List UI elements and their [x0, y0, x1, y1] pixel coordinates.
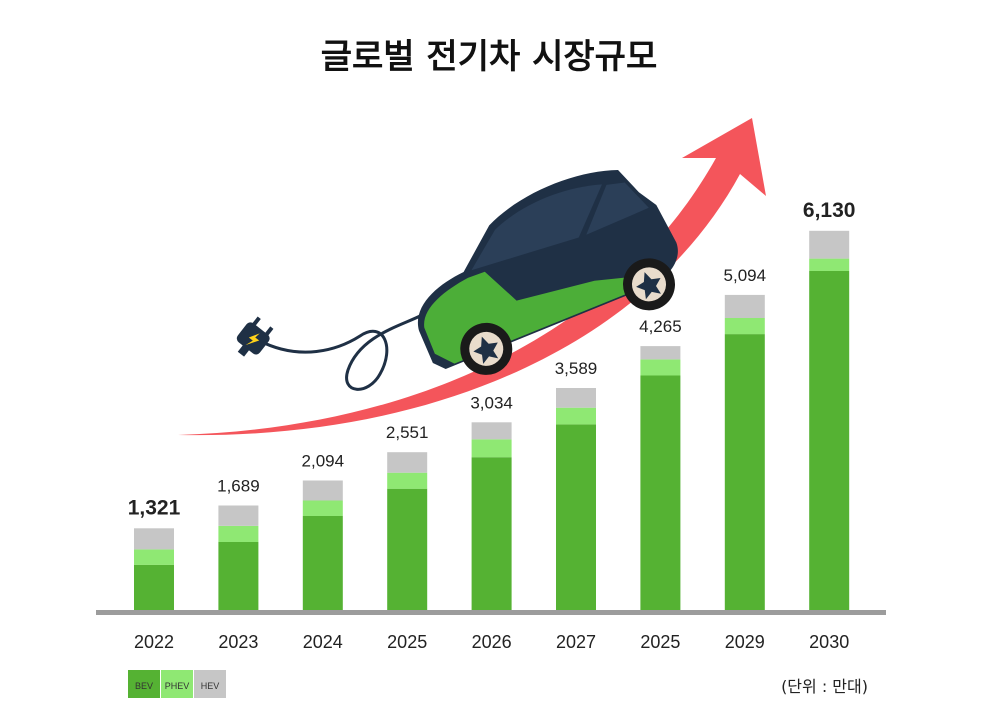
- total-label-6: 4,265: [639, 317, 682, 336]
- bar-bev-3: [387, 488, 428, 610]
- bar-hev-8: [809, 230, 850, 259]
- bar-bev-5: [556, 424, 596, 610]
- legend-label-bev: BEV: [135, 681, 153, 691]
- x-tick-7: 2029: [725, 632, 765, 652]
- x-axis-line: [96, 610, 886, 615]
- bar-hev-1: [218, 505, 259, 526]
- x-tick-3: 2025: [387, 632, 427, 652]
- bar-hev-3: [387, 452, 428, 473]
- total-label-0: 1,321: [128, 496, 181, 519]
- bar-bev-2: [302, 516, 343, 610]
- x-tick-8: 2030: [809, 632, 849, 652]
- value-labels-layer: 1,321 1,689 2,094 2,551 3,034 3,589 4,265 5,094…: [128, 199, 856, 519]
- bar-bev-6: [640, 375, 681, 610]
- total-label-4: 3,034: [470, 393, 513, 412]
- chart-title: 글로벌 전기차 시장규모: [321, 37, 657, 77]
- bar-hev-6: [640, 346, 681, 360]
- total-label-3: 2,551: [386, 423, 429, 442]
- bar-phev-3: [387, 472, 428, 489]
- bar-bev-1: [218, 541, 259, 610]
- total-label-8: 6,130: [803, 199, 856, 222]
- total-label-5: 3,589: [555, 359, 598, 378]
- legend-swatch-bev: [128, 670, 160, 698]
- bar-phev-7: [724, 318, 765, 335]
- total-label-2: 2,094: [302, 452, 345, 471]
- bar-bev-8: [809, 271, 850, 610]
- electric-car-icon: [417, 170, 678, 375]
- plug-icon: [236, 314, 421, 391]
- bar-phev-6: [640, 359, 681, 376]
- legend-label-phev: PHEV: [165, 681, 190, 691]
- bar-phev-2: [302, 500, 343, 516]
- bars-layer: [134, 230, 850, 610]
- bar-hev-2: [302, 480, 343, 501]
- x-tick-6: 2025: [640, 632, 680, 652]
- bar-bev-4: [471, 457, 512, 610]
- bar-hev-0: [134, 528, 174, 550]
- x-tick-5: 2027: [556, 632, 596, 652]
- total-label-1: 1,689: [217, 477, 260, 496]
- bar-hev-7: [724, 294, 765, 318]
- legend-swatch-hev: [194, 670, 226, 698]
- bar-phev-1: [218, 525, 259, 542]
- x-tick-1: 2023: [218, 632, 258, 652]
- legend: BEV PHEV HEV: [128, 670, 226, 698]
- bar-hev-5: [556, 388, 596, 408]
- legend-swatch-phev: [161, 670, 193, 698]
- x-tick-0: 2022: [134, 632, 174, 652]
- bar-phev-8: [809, 258, 850, 271]
- x-tick-4: 2026: [472, 632, 512, 652]
- bar-phev-4: [471, 439, 512, 458]
- bar-bev-7: [724, 334, 765, 610]
- bar-phev-0: [134, 549, 174, 565]
- legend-label-hev: HEV: [201, 681, 220, 691]
- bar-phev-5: [556, 407, 596, 425]
- x-tick-labels: 2022 2023 2024 2025 2026 2027 2025 2029 2030: [134, 632, 849, 652]
- bar-hev-4: [471, 422, 512, 440]
- x-tick-2: 2024: [303, 632, 343, 652]
- bar-bev-0: [134, 564, 174, 610]
- unit-note: (단위 : 만대): [781, 677, 868, 696]
- total-label-7: 5,094: [724, 266, 767, 285]
